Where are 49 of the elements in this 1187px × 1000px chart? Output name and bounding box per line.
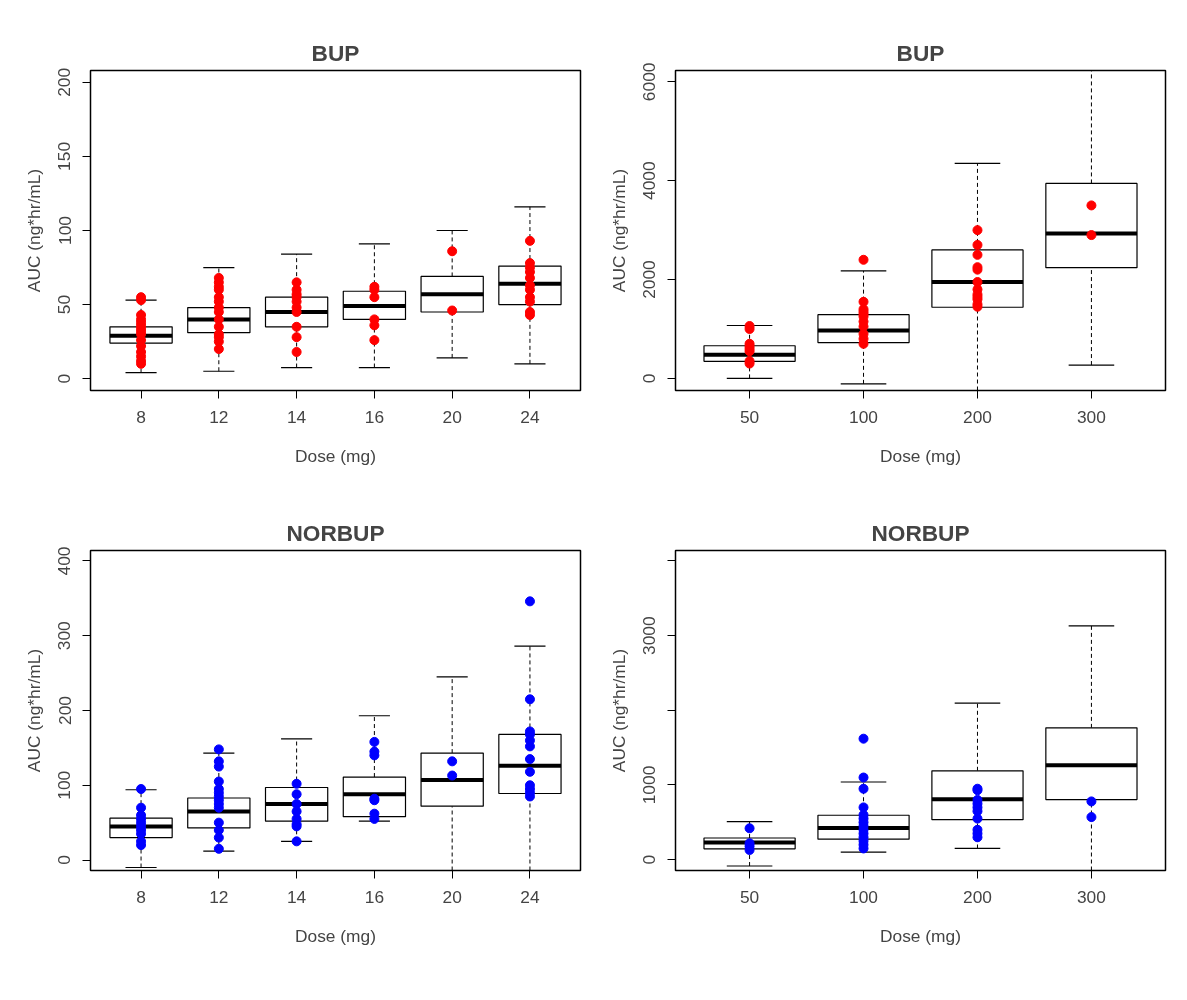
x-tick-label: 20 bbox=[442, 406, 462, 427]
x-tick-label: 200 bbox=[963, 406, 992, 427]
y-tick-label: 6000 bbox=[639, 62, 660, 102]
x-tick-label: 200 bbox=[963, 886, 992, 907]
y-tick-label: 100 bbox=[54, 770, 75, 800]
y-axis-title: AUC (ng*hr/mL) bbox=[608, 648, 629, 773]
y-tick-label: 0 bbox=[639, 373, 660, 384]
x-axis-title: Dose (mg) bbox=[295, 925, 376, 946]
x-tick-label: 14 bbox=[286, 406, 307, 427]
y-tick-label: 300 bbox=[54, 621, 75, 651]
x-tick-label: 50 bbox=[739, 886, 760, 907]
y-axis-title: AUC (ng*hr/mL) bbox=[608, 168, 629, 293]
x-tick-label: 24 bbox=[520, 886, 540, 907]
x-tick-label: 14 bbox=[286, 886, 307, 907]
y-axis-title: AUC (ng*hr/mL) bbox=[23, 168, 44, 293]
x-tick-label: 50 bbox=[739, 406, 760, 427]
x-axis-title: Dose (mg) bbox=[880, 925, 961, 946]
y-tick-label: 100 bbox=[54, 216, 75, 245]
chart-title: NORBUP bbox=[871, 519, 970, 546]
x-tick-label: 12 bbox=[209, 886, 229, 907]
x-tick-label: 300 bbox=[1076, 886, 1106, 907]
chart-title: BUP bbox=[896, 39, 945, 66]
x-tick-label: 8 bbox=[136, 886, 146, 907]
y-tick-label: 3000 bbox=[639, 616, 660, 655]
x-axis-title: Dose (mg) bbox=[880, 445, 961, 466]
x-tick-label: 12 bbox=[209, 406, 229, 427]
y-tick-label: 150 bbox=[54, 141, 75, 171]
y-tick-label: 200 bbox=[54, 67, 75, 97]
y-tick-label: 1000 bbox=[639, 765, 660, 805]
y-axis-title: AUC (ng*hr/mL) bbox=[23, 648, 44, 773]
y-tick-label: 0 bbox=[639, 854, 660, 865]
y-tick-label: 50 bbox=[54, 294, 75, 315]
x-tick-label: 20 bbox=[442, 886, 462, 907]
y-tick-label: 400 bbox=[54, 546, 75, 576]
x-axis-title: Dose (mg) bbox=[295, 445, 376, 466]
x-tick-label: 24 bbox=[520, 406, 540, 427]
chart-title: NORBUP bbox=[286, 519, 385, 546]
x-tick-label: 100 bbox=[849, 886, 878, 907]
y-tick-label: 200 bbox=[54, 696, 75, 725]
y-tick-label: 4000 bbox=[639, 161, 660, 200]
x-tick-label: 100 bbox=[849, 406, 878, 427]
y-tick-label: 0 bbox=[54, 373, 75, 384]
x-tick-label: 8 bbox=[136, 406, 146, 427]
x-tick-label: 16 bbox=[364, 886, 385, 907]
chart-title: BUP bbox=[311, 39, 360, 66]
y-tick-label: 0 bbox=[54, 855, 75, 865]
y-tick-label: 2000 bbox=[639, 260, 660, 299]
x-tick-label: 300 bbox=[1076, 406, 1106, 427]
x-tick-label: 16 bbox=[364, 406, 385, 427]
